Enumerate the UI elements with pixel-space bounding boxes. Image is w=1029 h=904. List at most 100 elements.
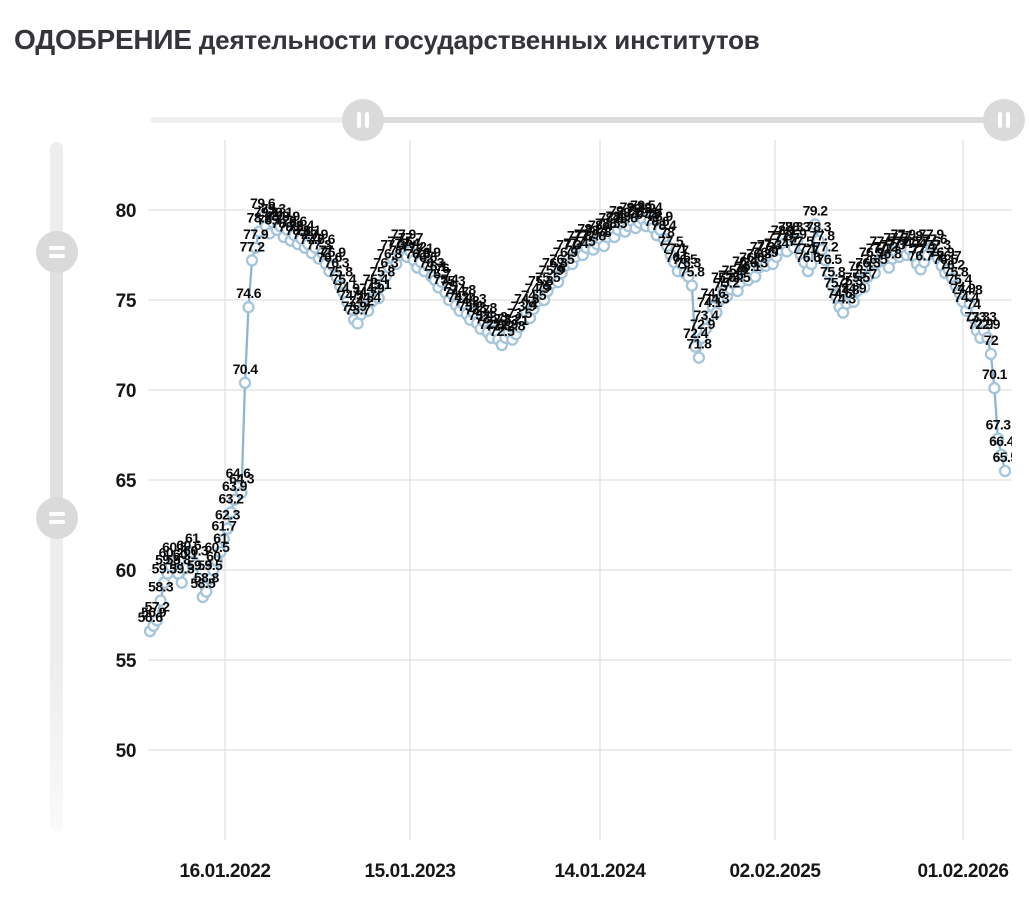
data-point[interactable] — [791, 234, 804, 247]
data-point-label: 78.2 — [577, 220, 603, 236]
data-point-label: 58.8 — [194, 570, 220, 586]
data-point[interactable] — [344, 302, 357, 316]
data-point-label: 59.3 — [152, 561, 178, 577]
data-point-label: 76.9 — [553, 244, 579, 260]
time-range-slider-track[interactable] — [150, 117, 1007, 123]
data-point[interactable] — [154, 594, 167, 607]
data-point-label: 72.9 — [975, 316, 1001, 332]
data-point-label: 73.3 — [964, 309, 990, 325]
data-point[interactable] — [808, 218, 822, 231]
time-range-slider-right-handle[interactable] — [983, 99, 1025, 141]
value-range-slider-track[interactable] — [50, 142, 63, 832]
data-point-label: 74.6 — [236, 285, 262, 301]
data-point[interactable] — [245, 254, 259, 267]
data-point-label: 75.2 — [715, 274, 741, 290]
data-point-label: 79 — [646, 206, 661, 222]
data-point[interactable] — [214, 545, 227, 559]
data-point[interactable] — [467, 306, 480, 319]
data-point[interactable] — [435, 275, 449, 289]
data-point[interactable] — [200, 585, 213, 598]
data-point[interactable] — [815, 243, 829, 256]
data-point-label: 76 — [551, 260, 566, 276]
time-range-slider-left-handle[interactable] — [342, 99, 384, 141]
data-point-label: 74.5 — [338, 287, 364, 303]
data-point-label: 77.8 — [567, 228, 593, 244]
data-point[interactable] — [175, 576, 188, 589]
data-point[interactable] — [991, 432, 1005, 445]
data-point-label: 75.3 — [528, 273, 554, 289]
data-point[interactable] — [372, 292, 385, 305]
data-point[interactable] — [326, 259, 340, 272]
data-point-label: 73.4 — [468, 307, 494, 323]
data-point[interactable] — [998, 464, 1012, 478]
data-point-label: 73.1 — [503, 312, 529, 328]
data-point-label: 75.6 — [718, 267, 744, 283]
data-point-label: 61 — [185, 530, 200, 546]
data-point-label: 77.5 — [894, 233, 920, 249]
data-point[interactable] — [249, 241, 262, 254]
data-point-label: 77.4 — [764, 235, 790, 251]
data-point-label: 77.3 — [880, 237, 906, 253]
data-point[interactable] — [478, 315, 491, 328]
data-point-label: 78.4 — [588, 217, 614, 233]
data-point[interactable] — [235, 486, 248, 499]
value-range-slider-top-handle[interactable] — [36, 231, 78, 273]
data-point[interactable] — [963, 297, 976, 310]
data-point[interactable] — [217, 533, 231, 546]
data-point-label: 77.2 — [240, 238, 266, 254]
data-point-label: 72.8 — [500, 318, 526, 334]
data-point[interactable] — [995, 448, 1008, 461]
y-axis-tick-label: 75 — [116, 291, 137, 312]
data-point-label: 77.3 — [926, 237, 952, 253]
data-point-label: 75.5 — [725, 269, 751, 285]
data-point[interactable] — [981, 331, 994, 344]
data-point-label: 76.9 — [321, 244, 347, 260]
data-point[interactable] — [847, 295, 860, 308]
data-point[interactable] — [710, 306, 723, 319]
data-point[interactable] — [224, 506, 238, 519]
data-point-label: 72.5 — [489, 323, 515, 339]
data-point-label: 75.4 — [363, 271, 389, 287]
data-point[interactable] — [699, 322, 713, 335]
data-point[interactable] — [868, 266, 881, 280]
data-point[interactable] — [988, 382, 1001, 395]
data-point[interactable] — [168, 554, 181, 568]
data-point[interactable] — [685, 279, 699, 292]
data-point[interactable] — [150, 614, 164, 627]
data-point-label: 73.9 — [458, 298, 484, 314]
data-point[interactable] — [456, 297, 470, 310]
data-point[interactable] — [189, 558, 202, 571]
data-point[interactable] — [858, 281, 871, 294]
data-point[interactable] — [221, 522, 234, 535]
data-point[interactable] — [984, 347, 998, 361]
data-point[interactable] — [446, 288, 459, 301]
data-point[interactable] — [819, 254, 832, 267]
data-point[interactable] — [826, 279, 839, 292]
data-point-label: 75.3 — [838, 273, 864, 289]
data-point[interactable] — [805, 257, 818, 271]
data-point[interactable] — [689, 340, 702, 353]
value-range-slider-bottom-handle[interactable] — [36, 497, 78, 539]
data-point[interactable] — [829, 290, 843, 303]
time-range-slider-selected-range[interactable] — [363, 117, 1007, 123]
value-range-slider-selected-range[interactable] — [50, 252, 63, 518]
data-point[interactable] — [316, 247, 329, 260]
data-point[interactable] — [967, 311, 980, 325]
data-point[interactable] — [238, 376, 252, 389]
data-point-label: 77 — [389, 242, 404, 258]
data-point-label: 60.2 — [159, 544, 185, 560]
data-point[interactable] — [186, 545, 199, 559]
data-point-label: 76.7 — [936, 247, 962, 263]
data-point[interactable] — [242, 301, 255, 314]
pause-icon — [1006, 112, 1010, 128]
data-point-label: 77.8 — [810, 228, 836, 244]
data-point-label: 74.8 — [834, 282, 860, 298]
data-point-label: 60.3 — [183, 543, 209, 559]
data-point[interactable] — [421, 259, 435, 272]
data-point[interactable] — [692, 351, 706, 364]
data-point[interactable] — [822, 266, 836, 280]
data-point-label: 75.3 — [440, 273, 466, 289]
data-point-label: 58.5 — [190, 575, 216, 591]
data-point-label: 74.9 — [525, 280, 551, 296]
data-point[interactable] — [228, 493, 241, 506]
